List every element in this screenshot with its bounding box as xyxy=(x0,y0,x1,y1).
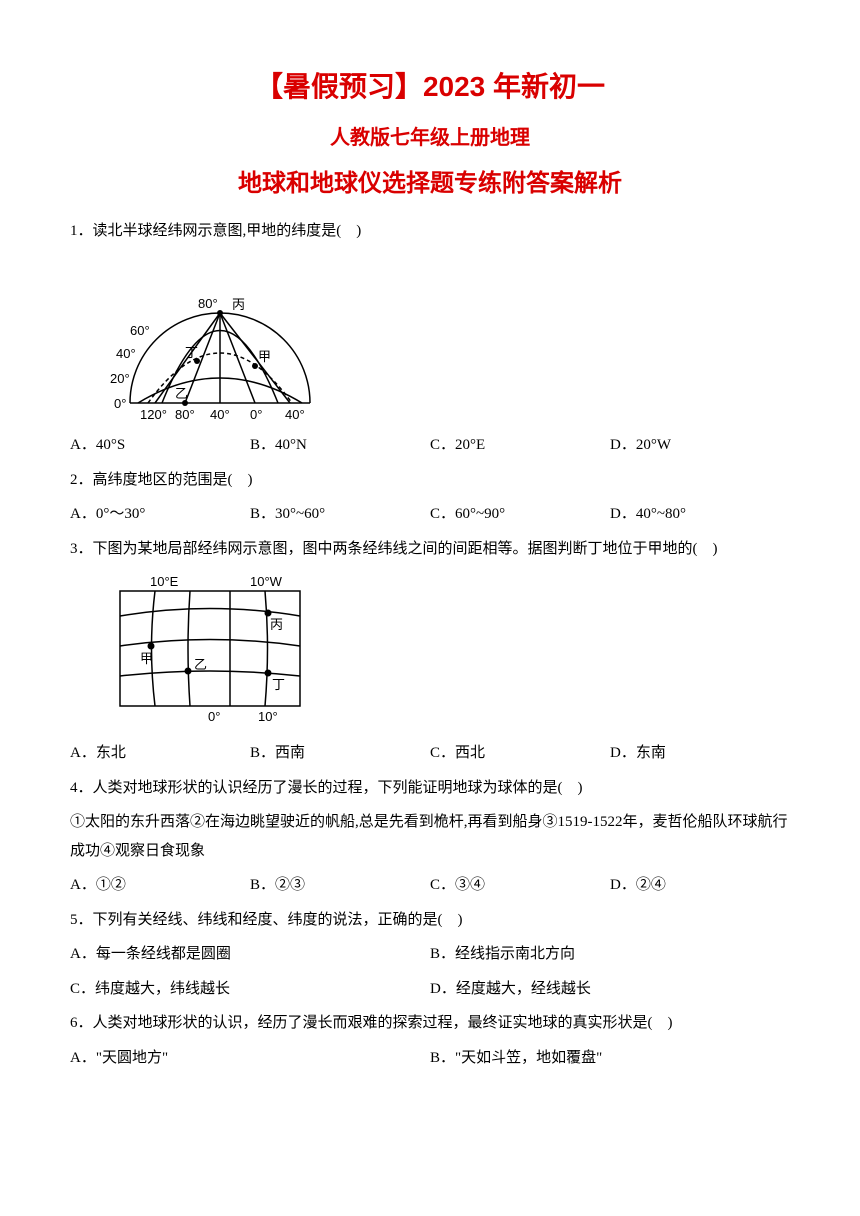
question-6-options: A．"天圆地方" B．"天如斗笠，地如覆盘" xyxy=(70,1044,790,1073)
svg-text:20°: 20° xyxy=(110,371,130,386)
q1-option-c: C．20°E xyxy=(430,431,610,460)
q6-option-b: B．"天如斗笠，地如覆盘" xyxy=(430,1044,790,1073)
q6-option-a: A．"天圆地方" xyxy=(70,1044,430,1073)
question-3-figure: 10°E 10°W 0° 10° 甲 乙 丙 丁 xyxy=(90,571,790,731)
svg-text:40°: 40° xyxy=(116,346,136,361)
svg-text:甲: 甲 xyxy=(140,651,153,666)
question-1-text: 1．读北半球经纬网示意图,甲地的纬度是( ) xyxy=(70,217,790,246)
svg-text:80°: 80° xyxy=(198,296,218,311)
svg-text:10°W: 10°W xyxy=(250,574,283,589)
q3-option-a: A．东北 xyxy=(70,739,250,768)
q4-option-a: A．①② xyxy=(70,871,250,900)
question-4-text: 4．人类对地球形状的认识经历了漫长的过程，下列能证明地球为球体的是( ) xyxy=(70,774,790,803)
svg-text:60°: 60° xyxy=(130,323,150,338)
question-5-text: 5．下列有关经线、纬线和经度、纬度的说法，正确的是( ) xyxy=(70,906,790,935)
q5-option-d: D．经度越大，经线越长 xyxy=(430,975,790,1004)
q4-option-c: C．③④ xyxy=(430,871,610,900)
svg-text:10°E: 10°E xyxy=(150,574,179,589)
q5-option-a: A．每一条经线都是圆圈 xyxy=(70,940,430,969)
q4-option-d: D．②④ xyxy=(610,871,790,900)
question-6-text: 6．人类对地球形状的认识，经历了漫长而艰难的探索过程，最终证实地球的真实形状是(… xyxy=(70,1009,790,1038)
svg-text:丁: 丁 xyxy=(185,345,198,360)
svg-text:甲: 甲 xyxy=(258,349,271,364)
q3-option-c: C．西北 xyxy=(430,739,610,768)
svg-text:0°: 0° xyxy=(114,396,126,411)
svg-text:40°: 40° xyxy=(285,407,305,422)
question-2-options: A．0°～30° B．30°~60° C．60°~90° D．40°~80° xyxy=(70,500,790,529)
q5-option-c: C．纬度越大，纬线越长 xyxy=(70,975,430,1004)
q2-option-c: C．60°~90° xyxy=(430,500,610,529)
svg-text:丙: 丙 xyxy=(270,617,283,632)
question-5-options-row1: A．每一条经线都是圆圈 B．经线指示南北方向 xyxy=(70,940,790,969)
question-1-figure: 0° 20° 40° 60° 80° 丙 120° 80° 40° 0° 40°… xyxy=(90,253,790,423)
question-3-options: A．东北 B．西南 C．西北 D．东南 xyxy=(70,739,790,768)
svg-text:0°: 0° xyxy=(208,709,220,724)
title-line-2: 人教版七年级上册地理 xyxy=(70,119,790,157)
svg-text:乙: 乙 xyxy=(175,386,188,401)
q1-option-d: D．20°W xyxy=(610,431,790,460)
svg-text:丙: 丙 xyxy=(232,297,245,312)
q4-option-b: B．②③ xyxy=(250,871,430,900)
q2-option-b: B．30°~60° xyxy=(250,500,430,529)
question-4-subtext: ①太阳的东升西落②在海边眺望驶近的帆船,总是先看到桅杆,再看到船身③1519-1… xyxy=(70,808,790,865)
svg-text:40°: 40° xyxy=(210,407,230,422)
title-line-3: 地球和地球仪选择题专练附答案解析 xyxy=(70,161,790,207)
question-2-text: 2．高纬度地区的范围是( ) xyxy=(70,466,790,495)
q1-option-b: B．40°N xyxy=(250,431,430,460)
svg-text:120°: 120° xyxy=(140,407,167,422)
svg-text:10°: 10° xyxy=(258,709,278,724)
svg-text:丁: 丁 xyxy=(272,677,285,692)
q1-option-a: A．40°S xyxy=(70,431,250,460)
question-4-options: A．①② B．②③ C．③④ D．②④ xyxy=(70,871,790,900)
svg-text:乙: 乙 xyxy=(194,657,207,672)
question-3-text: 3．下图为某地局部经纬网示意图，图中两条经纬线之间的间距相等。据图判断丁地位于甲… xyxy=(70,535,790,564)
title-line-1: 【暑假预习】2023 年新初一 xyxy=(70,60,790,113)
svg-text:80°: 80° xyxy=(175,407,195,422)
q3-option-d: D．东南 xyxy=(610,739,790,768)
q2-option-a: A．0°～30° xyxy=(70,500,250,529)
question-1-options: A．40°S B．40°N C．20°E D．20°W xyxy=(70,431,790,460)
q5-option-b: B．经线指示南北方向 xyxy=(430,940,790,969)
q2-option-d: D．40°~80° xyxy=(610,500,790,529)
svg-text:0°: 0° xyxy=(250,407,262,422)
question-5-options-row2: C．纬度越大，纬线越长 D．经度越大，经线越长 xyxy=(70,975,790,1004)
q3-option-b: B．西南 xyxy=(250,739,430,768)
